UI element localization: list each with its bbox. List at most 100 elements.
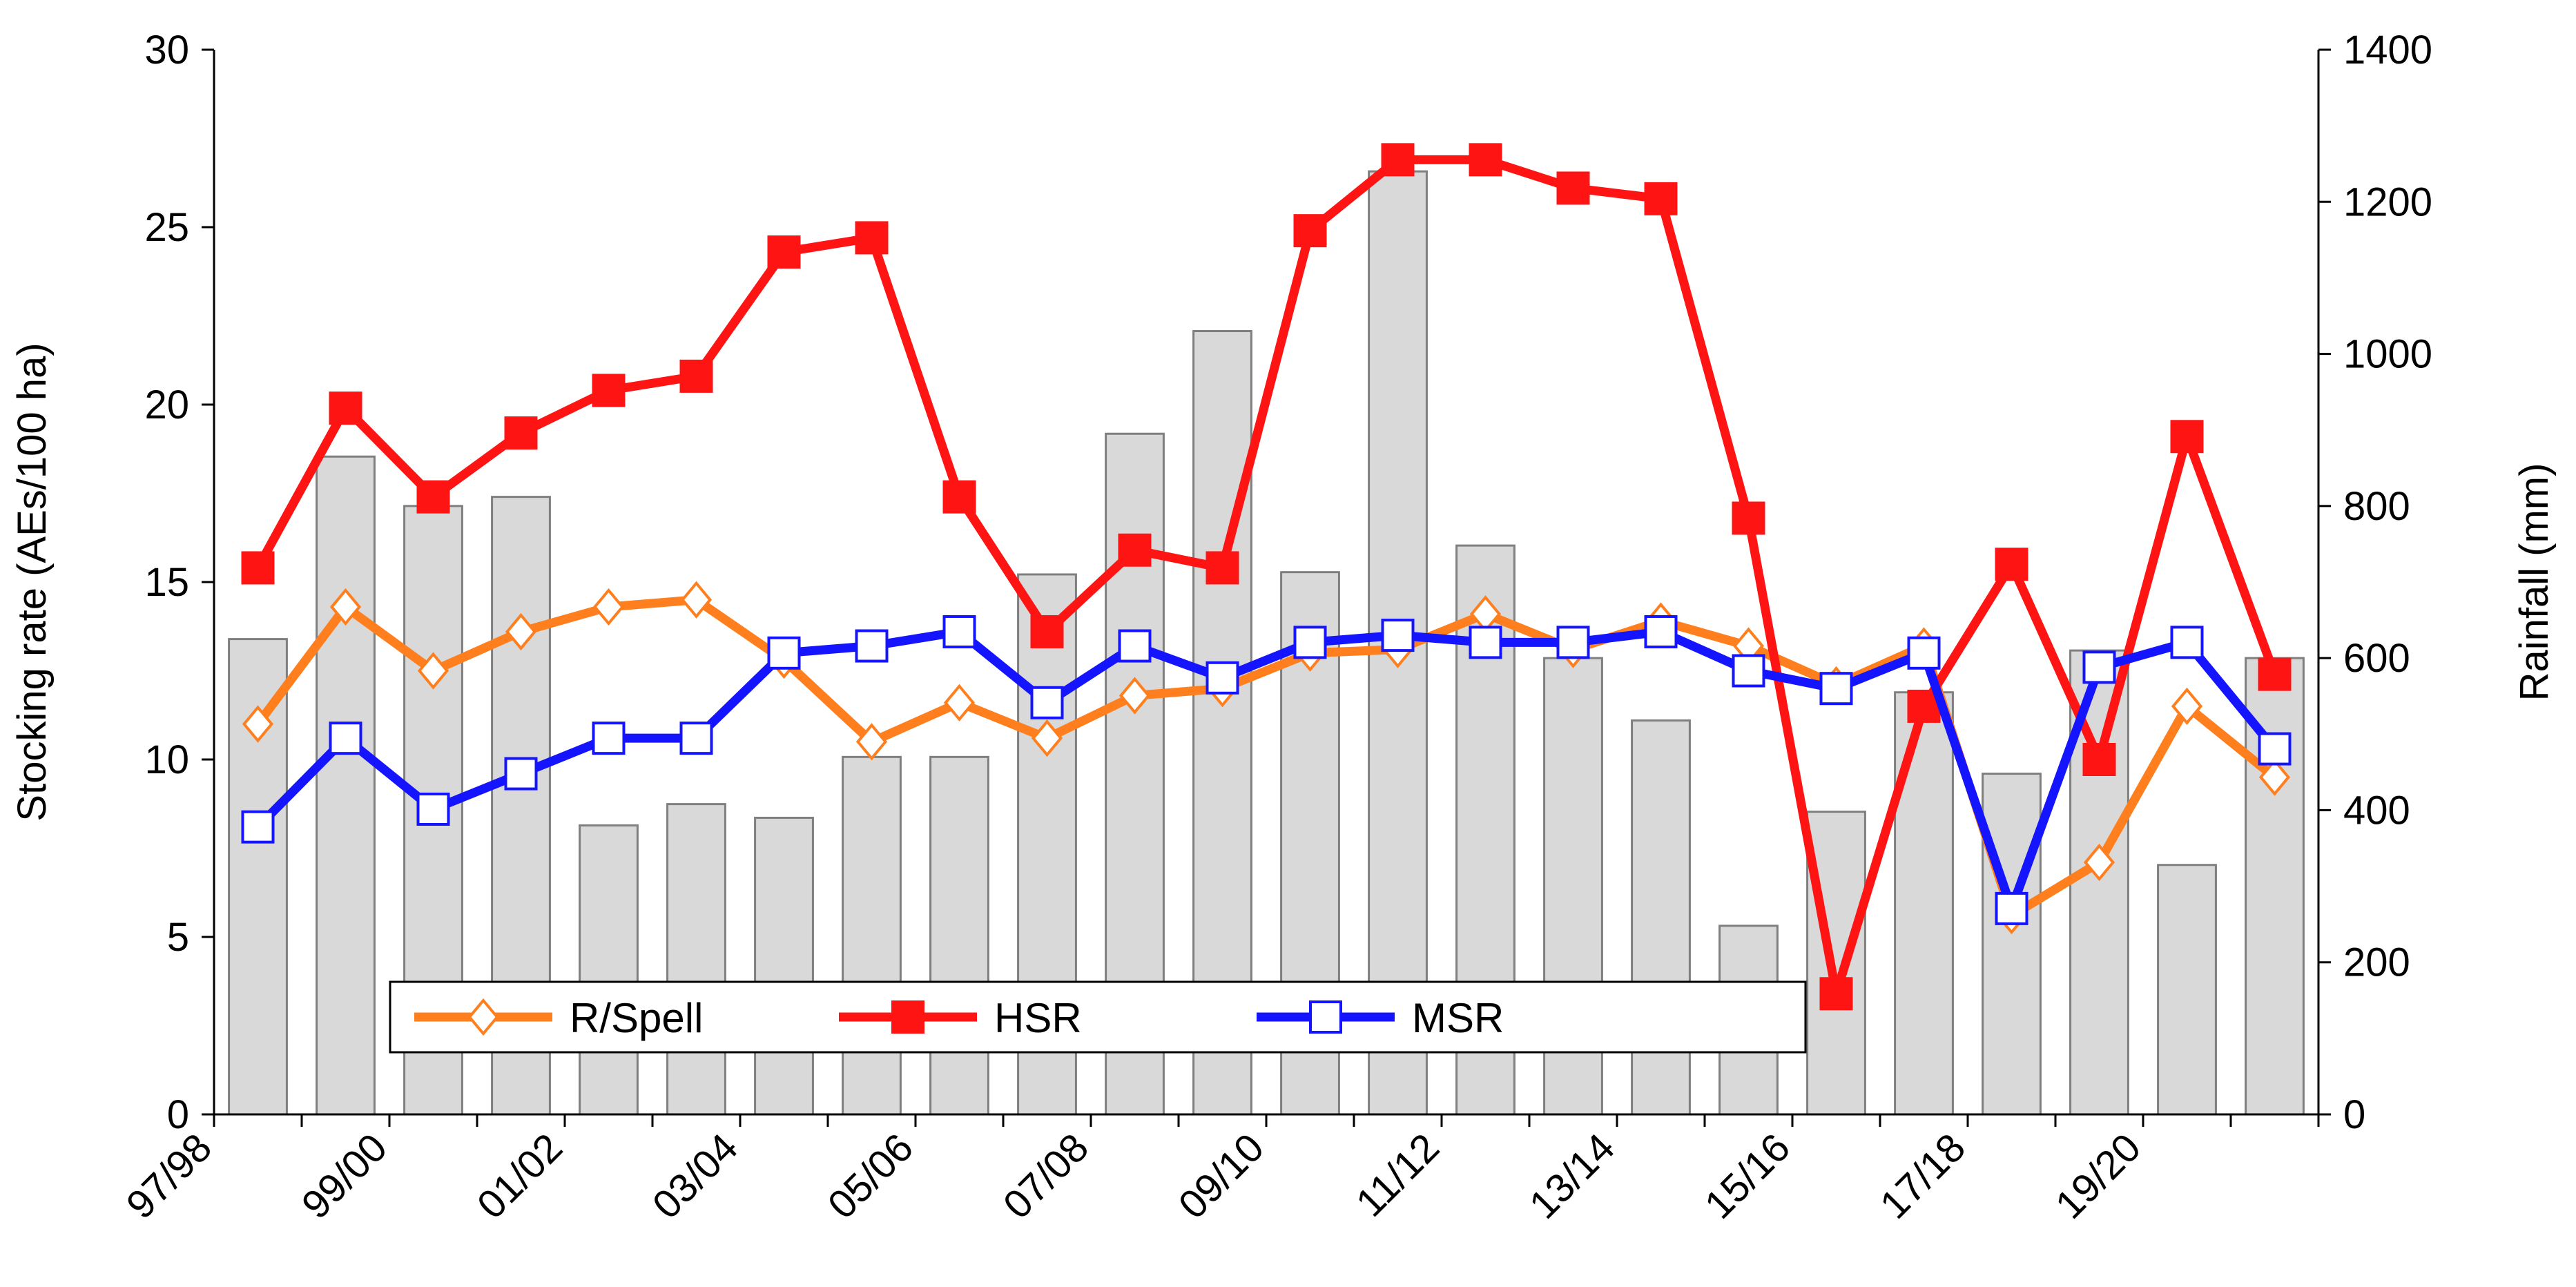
left-axis-title: Stocking rate (AEs/100 ha) <box>10 342 55 821</box>
point-msr <box>942 615 976 648</box>
point-hsr <box>767 235 801 269</box>
stocking-rate-lines <box>241 143 2292 1011</box>
point-msr <box>329 722 362 755</box>
point-hsr <box>2170 420 2204 454</box>
right-tick-label: 1200 <box>2343 180 2432 224</box>
rainfall-bar-03-04 <box>754 816 814 1116</box>
x-tick-label: 11/12 <box>1348 1125 1449 1226</box>
point-msr <box>504 757 538 791</box>
point-hsr <box>942 480 976 514</box>
point-r-spell <box>855 723 888 761</box>
left-tick-label: 0 <box>167 1092 189 1137</box>
point-hsr <box>329 391 362 425</box>
series-line-hsr <box>253 155 2279 998</box>
point-msr <box>855 629 889 663</box>
point-msr <box>767 636 801 670</box>
point-msr <box>2082 650 2116 684</box>
x-tick-label: 99/00 <box>293 1125 396 1228</box>
left-tick-label: 30 <box>144 28 189 72</box>
x-tick-label: 01/02 <box>469 1125 572 1228</box>
point-r-spell <box>592 588 625 626</box>
point-msr <box>2258 732 2292 766</box>
rainfall-bar-98-99 <box>316 455 376 1116</box>
point-hsr <box>241 551 275 585</box>
x-tick-label: 19/20 <box>2047 1125 2150 1228</box>
right-tick-label: 400 <box>2343 788 2410 833</box>
rainfall-bar-16-17 <box>1894 691 1954 1116</box>
rainfall-bars <box>228 170 2305 1116</box>
point-msr <box>1205 661 1239 695</box>
point-msr <box>1118 629 1152 663</box>
point-r-spell <box>943 684 976 722</box>
x-tick-label: 09/10 <box>1170 1125 1273 1228</box>
rainfall-bar-17-18 <box>1982 773 2042 1116</box>
point-msr <box>1907 636 1941 670</box>
point-hsr <box>1469 143 1502 177</box>
x-tick-label: 17/18 <box>1872 1125 1975 1228</box>
legend: R/Spell HSR MSR <box>389 980 1807 1054</box>
point-r-spell <box>242 705 274 743</box>
left-tick-label: 15 <box>144 560 189 605</box>
x-tick-label: 07/08 <box>995 1125 1098 1228</box>
right-tick-label: 600 <box>2343 636 2410 681</box>
point-r-spell <box>2258 758 2291 796</box>
point-msr <box>1556 626 1590 659</box>
rainfall-bar-04-05 <box>842 755 902 1116</box>
point-hsr <box>1381 143 1415 177</box>
point-hsr <box>855 221 889 255</box>
point-hsr <box>1556 171 1590 205</box>
rainfall-bar-19-20 <box>2157 864 2217 1116</box>
point-hsr <box>416 480 450 514</box>
right-tick-label: 1400 <box>2343 28 2432 72</box>
point-hsr <box>1118 533 1152 567</box>
point-msr <box>592 722 626 755</box>
rainfall-bar-15-16 <box>1806 811 1866 1116</box>
point-msr <box>1732 654 1765 688</box>
point-hsr <box>1644 182 1678 215</box>
legend-swatch-marker-r-spell <box>467 998 499 1036</box>
point-hsr <box>2082 743 2116 776</box>
left-tick-label: 25 <box>144 205 189 250</box>
legend-swatch-marker-hsr <box>891 1000 924 1034</box>
legend-label-hsr: HSR <box>994 995 1082 1041</box>
point-msr <box>1030 686 1064 719</box>
point-hsr <box>1819 977 1853 1011</box>
x-tick-label: 05/06 <box>820 1125 922 1228</box>
point-msr <box>1381 619 1415 652</box>
x-tick-label: 13/14 <box>1521 1125 1624 1228</box>
point-hsr <box>1995 548 2028 581</box>
point-hsr <box>1293 214 1327 248</box>
legend-box <box>389 980 1807 1054</box>
point-msr <box>1644 615 1678 648</box>
point-msr <box>1293 626 1327 659</box>
x-tick-label: 15/16 <box>1696 1125 1799 1228</box>
point-hsr <box>2258 657 2292 691</box>
point-r-spell <box>680 581 713 619</box>
left-tick-label: 10 <box>144 737 189 782</box>
right-tick-label: 800 <box>2343 484 2410 529</box>
x-tick-label: 97/98 <box>118 1125 221 1228</box>
point-r-spell <box>1031 719 1063 757</box>
rainfall-bar-02-03 <box>666 803 726 1116</box>
rainfall-bar-13-14 <box>1631 719 1691 1116</box>
point-r-spell <box>417 652 449 690</box>
right-tick-label: 200 <box>2343 940 2410 985</box>
point-r-spell <box>329 588 362 626</box>
point-msr <box>416 792 450 826</box>
right-tick-label: 0 <box>2343 1092 2365 1137</box>
point-hsr <box>1907 689 1941 723</box>
point-msr <box>679 722 713 755</box>
legend-label-msr: MSR <box>1412 995 1504 1041</box>
point-r-spell <box>2083 843 2115 882</box>
point-r-spell <box>1118 677 1151 715</box>
series-msr <box>241 615 2292 925</box>
left-tick-label: 20 <box>144 383 189 427</box>
rainfall-bar-01-02 <box>579 824 639 1116</box>
point-msr <box>2170 626 2204 659</box>
point-hsr <box>679 359 713 393</box>
rainfall-bar-05-06 <box>929 755 989 1116</box>
right-tick-label: 1000 <box>2343 332 2432 377</box>
point-hsr <box>504 416 538 450</box>
